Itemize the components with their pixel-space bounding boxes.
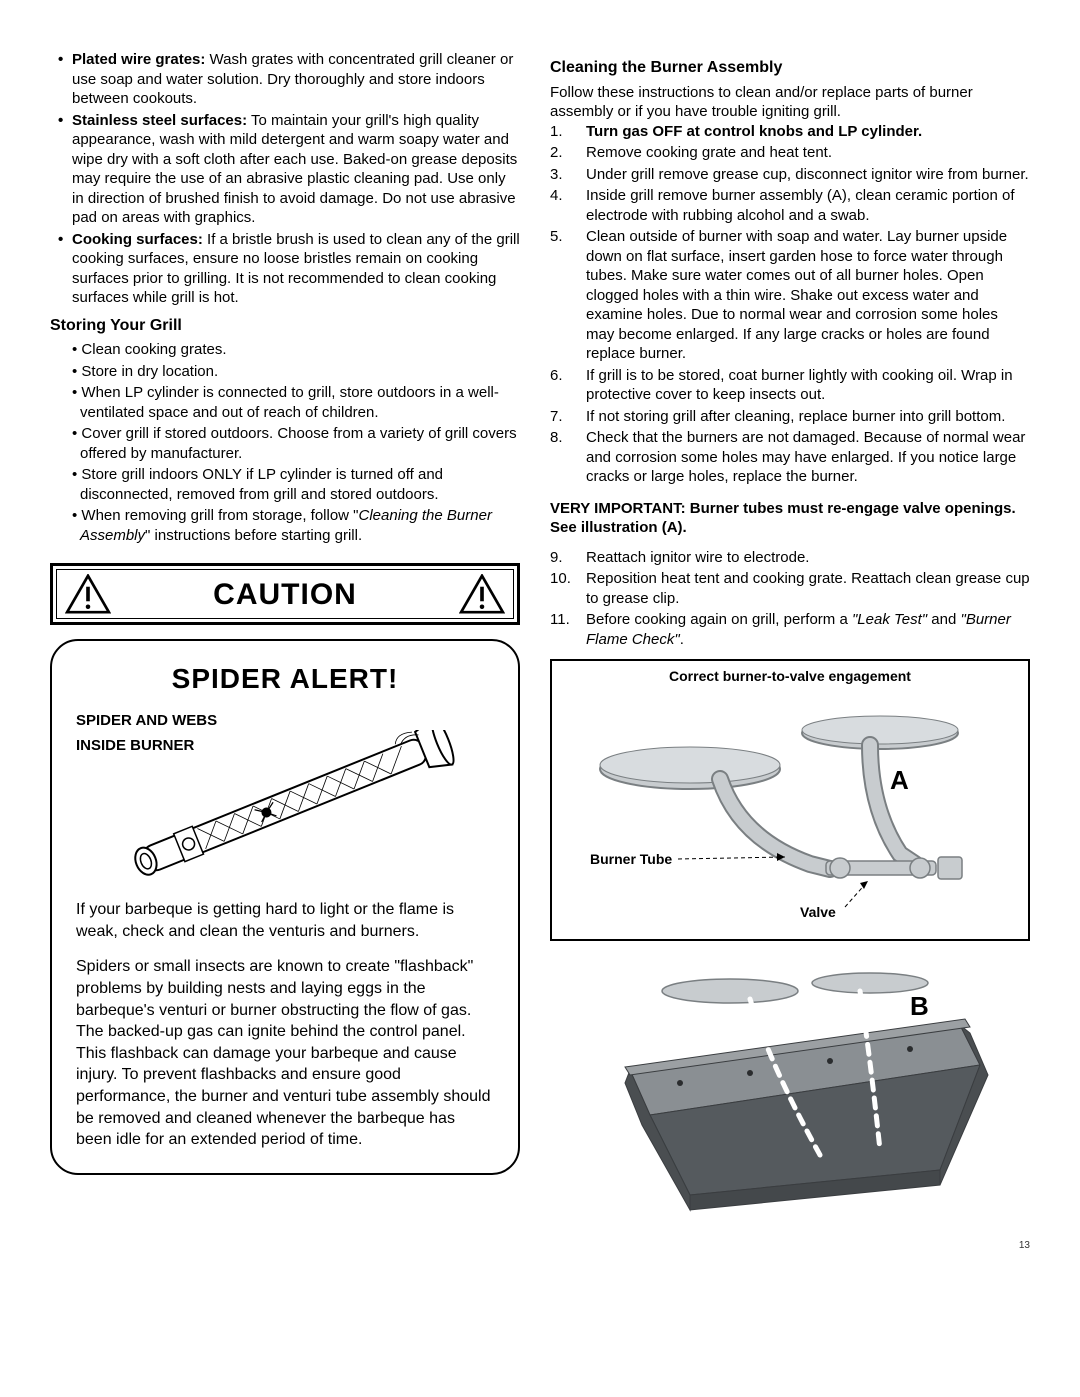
label-burner-tube: Burner Tube <box>590 851 672 867</box>
step-2: Remove cooking grate and heat tent. <box>550 143 1030 163</box>
warning-triangle-icon <box>65 574 111 614</box>
storing-item: Store in dry location. <box>72 362 520 382</box>
step-7: If not storing grill after cleaning, rep… <box>550 407 1030 427</box>
tip-plated-grates: Plated wire grates: Wash grates with con… <box>72 50 520 109</box>
spider-para-1: If your barbeque is getting hard to ligh… <box>76 899 494 942</box>
tip-stainless: Stainless steel surfaces: To maintain yo… <box>72 111 520 228</box>
step-9: Reattach ignitor wire to electrode. <box>550 548 1030 568</box>
spider-alert-title: SPIDER ALERT! <box>76 661 494 697</box>
cleaning-steps: Turn gas OFF at control knobs and LP cyl… <box>550 122 1030 487</box>
caution-title: CAUTION <box>213 575 357 614</box>
step-3: Under grill remove grease cup, disconnec… <box>550 165 1030 185</box>
step-10: Reposition heat tent and cooking grate. … <box>550 569 1030 608</box>
caution-inner: CAUTION <box>56 569 514 619</box>
label-b: B <box>910 991 929 1021</box>
spider-para-2: Spiders or small insects are known to cr… <box>76 956 494 1150</box>
step-1: Turn gas OFF at control knobs and LP cyl… <box>550 122 1030 142</box>
step-8: Check that the burners are not damaged. … <box>550 428 1030 487</box>
cleaning-intro: Follow these instructions to clean and/o… <box>550 83 1030 122</box>
label-a: A <box>890 765 909 795</box>
cleaning-heading: Cleaning the Burner Assembly <box>550 58 1030 79</box>
cleaning-steps-continued: Reattach ignitor wire to electrode. Repo… <box>550 548 1030 650</box>
step-5: Clean outside of burner with soap and wa… <box>550 227 1030 364</box>
tip-lead: Plated wire grates: <box>72 51 205 68</box>
two-column-layout: Plated wire grates: Wash grates with con… <box>50 50 1030 1215</box>
storing-item: Store grill indoors ONLY if LP cylinder … <box>72 465 520 504</box>
tip-lead: Stainless steel surfaces: <box>72 112 247 129</box>
important-note: VERY IMPORTANT: Burner tubes must re-eng… <box>550 499 1030 538</box>
storing-item: Clean cooking grates. <box>72 340 520 360</box>
left-column: Plated wire grates: Wash grates with con… <box>50 50 520 1215</box>
diagram-a-box: Correct burner-to-valve engagement <box>550 659 1030 941</box>
storing-item-last: When removing grill from storage, follow… <box>72 506 520 545</box>
step-4: Inside grill remove burner assembly (A),… <box>550 186 1030 225</box>
right-column: Cleaning the Burner Assembly Follow thes… <box>550 50 1030 1215</box>
diagram-b-box: B <box>550 955 1030 1215</box>
caution-box: CAUTION <box>50 563 520 625</box>
burner-valve-diagram-a: A Burner Tube Valve <box>570 689 1010 929</box>
step-11: Before cooking again on grill, perform a… <box>550 610 1030 649</box>
grill-bottom-diagram-b: B <box>570 955 1010 1215</box>
spider-alert-box: SPIDER ALERT! SPIDER AND WEBS INSIDE BUR… <box>50 639 520 1174</box>
storing-item: Cover grill if stored outdoors. Choose f… <box>72 424 520 463</box>
spider-sub-1: SPIDER AND WEBS <box>76 710 494 731</box>
care-tips-list: Plated wire grates: Wash grates with con… <box>50 50 520 308</box>
label-valve: Valve <box>800 904 836 920</box>
tip-cooking-surfaces: Cooking surfaces: If a bristle brush is … <box>72 230 520 308</box>
storing-list: Clean cooking grates. Store in dry locat… <box>50 340 520 545</box>
page-number: 13 <box>50 1239 1030 1252</box>
step-6: If grill is to be stored, coat burner li… <box>550 366 1030 405</box>
tip-lead: Cooking surfaces: <box>72 231 203 248</box>
diagram-a-title: Correct burner-to-valve engagement <box>562 667 1018 685</box>
storing-heading: Storing Your Grill <box>50 316 520 337</box>
warning-triangle-icon <box>459 574 505 614</box>
storing-item: When LP cylinder is connected to grill, … <box>72 383 520 422</box>
burner-tube-illustration <box>76 730 494 886</box>
